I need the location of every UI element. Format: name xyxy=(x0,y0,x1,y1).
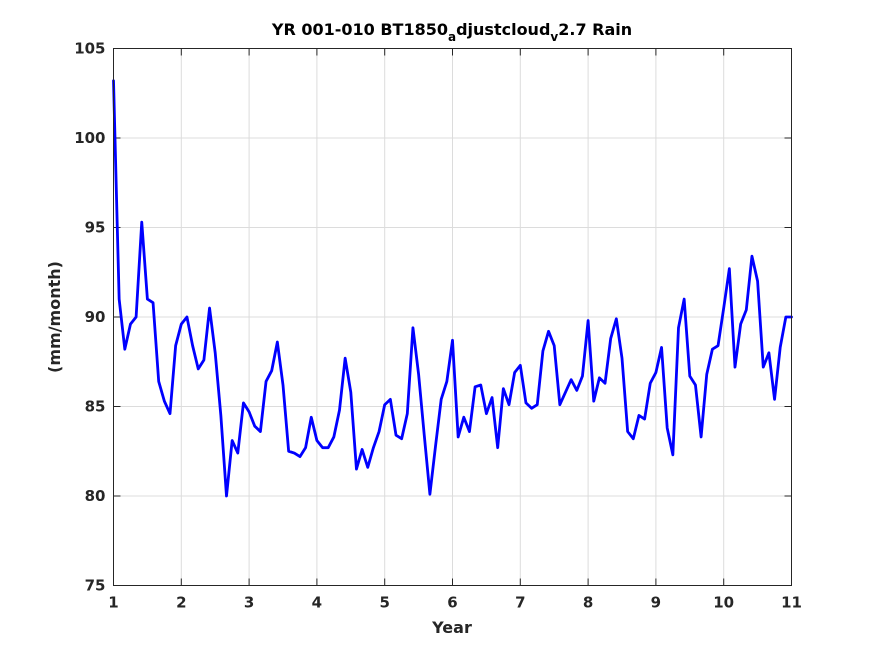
x-tick-label: 1 xyxy=(108,594,118,612)
axes-box xyxy=(113,48,792,586)
y-axis-label: (mm/month) xyxy=(45,261,64,373)
y-tick-label: 80 xyxy=(85,487,106,505)
y-tick-label: 85 xyxy=(85,398,106,416)
x-tick-label: 10 xyxy=(713,594,734,612)
x-tick-label: 6 xyxy=(447,594,457,612)
series-lines xyxy=(112,79,793,498)
x-tick-label: 7 xyxy=(515,594,525,612)
x-tick-label: 3 xyxy=(244,594,254,612)
tick-labels: 1 2 3 4 5 6 7 8 9 10 11 75 80 85 90 95 100 105 xyxy=(74,40,802,612)
y-tick-label: 105 xyxy=(74,40,105,58)
x-tick-label: 4 xyxy=(312,594,322,612)
title-subscript-v: v xyxy=(550,30,558,44)
x-tick-label: 11 xyxy=(781,594,802,612)
y-tick-label: 95 xyxy=(85,219,106,237)
x-tick-label: 9 xyxy=(651,594,661,612)
x-tick-label: 2 xyxy=(176,594,186,612)
title-subscript-a: a xyxy=(448,30,456,44)
x-tick-label: 8 xyxy=(583,594,593,612)
y-tick-label: 90 xyxy=(85,308,106,326)
series-line-1 xyxy=(112,79,793,498)
y-tick-label: 100 xyxy=(74,129,105,147)
x-axis-label: Year xyxy=(431,618,472,637)
y-tick-label: 75 xyxy=(85,577,106,595)
chart-title: YR 001-010 BT1850adjustcloudv2.7 Rain xyxy=(271,20,632,44)
x-tick-label: 5 xyxy=(379,594,389,612)
